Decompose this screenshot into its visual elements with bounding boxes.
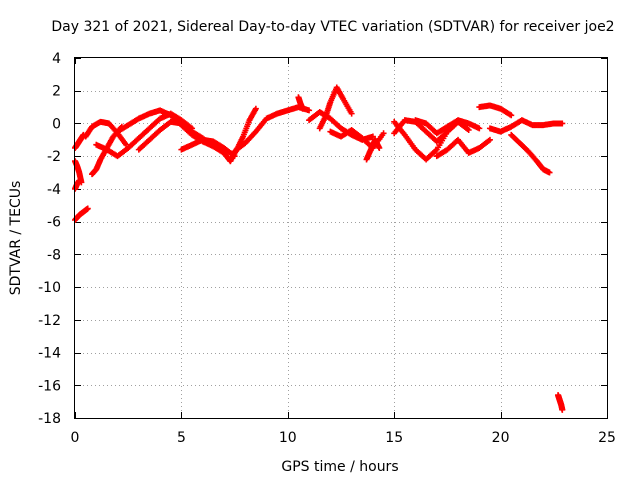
series-arc-23 <box>486 117 566 135</box>
x-tick-label: 0 <box>71 430 80 446</box>
data-point <box>508 112 515 119</box>
y-tick-label: -16 <box>38 378 61 394</box>
data-point <box>348 110 355 117</box>
series-arc-12 <box>231 104 313 155</box>
y-tick-labels: 4 2 0 -2 -4 -6 -8 -10 -12 -14 -16 -18 <box>38 51 61 427</box>
series-arc-20 <box>412 117 483 137</box>
y-tick-label: -8 <box>47 247 61 263</box>
series-arc-3 <box>72 177 83 192</box>
data-point <box>559 406 566 413</box>
data-series <box>72 84 566 413</box>
grid <box>75 58 607 418</box>
series-arc-24 <box>508 131 553 176</box>
series-arc-22 <box>476 102 515 119</box>
x-axis-label: GPS time / hours <box>281 459 398 475</box>
data-point <box>376 145 383 151</box>
data-point <box>369 133 376 140</box>
y-tick-label: 2 <box>52 84 61 100</box>
data-point <box>559 120 566 127</box>
y-tick-label: -12 <box>38 313 61 329</box>
y-tick-label: -6 <box>47 215 61 231</box>
x-tick-labels: 0 5 10 15 20 25 <box>71 430 616 446</box>
series-arc-6 <box>82 118 130 148</box>
y-tick-label: -10 <box>38 280 61 296</box>
data-point <box>486 136 493 143</box>
x-tick-label: 5 <box>177 430 186 446</box>
data-point <box>380 130 387 137</box>
series-arc-7 <box>93 110 196 160</box>
y-tick-label: -2 <box>47 149 61 165</box>
series-arc-13 <box>295 94 306 112</box>
series-arc-21 <box>433 136 493 160</box>
data-point <box>84 205 91 212</box>
y-tick-label: -18 <box>38 411 61 427</box>
data-point <box>465 127 472 133</box>
x-tick-label: 15 <box>385 430 403 446</box>
series-arc-10 <box>178 136 238 160</box>
chart-title: Day 321 of 2021, Sidereal Day-to-day VTE… <box>51 19 614 35</box>
series-arc-14 <box>316 84 355 132</box>
data-point <box>546 169 553 176</box>
y-tick-label: 4 <box>52 51 61 67</box>
x-tick-label: 20 <box>492 430 510 446</box>
data-point <box>76 177 83 184</box>
data-point <box>476 125 483 132</box>
y-tick-label: 0 <box>52 116 61 132</box>
y-axis-label: SDTVAR / TECUs <box>8 181 24 296</box>
plot-frame <box>74 57 608 419</box>
data-point <box>306 107 313 114</box>
data-point <box>252 105 259 112</box>
x-tick-label: 25 <box>598 430 616 446</box>
series-arc-25 <box>555 392 566 413</box>
y-tick-label: -4 <box>47 182 61 198</box>
series-arc-17 <box>363 136 383 163</box>
y-tick-label: -14 <box>38 346 61 362</box>
x-tick-label: 10 <box>279 430 297 446</box>
data-point <box>299 105 306 112</box>
